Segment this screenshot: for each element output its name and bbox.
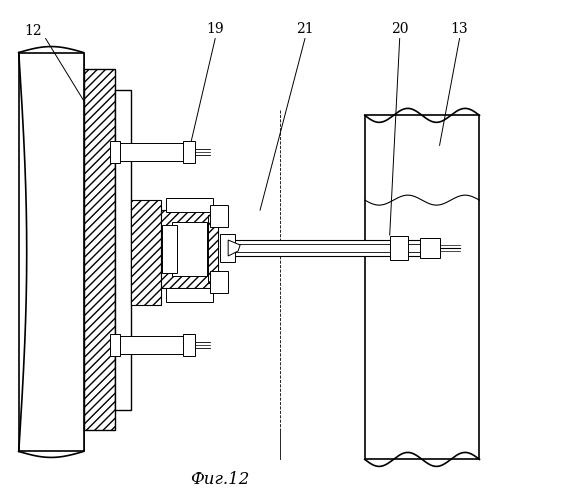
- Bar: [116, 336, 185, 353]
- Text: 12: 12: [24, 24, 42, 38]
- Bar: [220, 234, 235, 262]
- Bar: [162, 225, 178, 273]
- Bar: [162, 210, 218, 288]
- Bar: [116, 90, 131, 409]
- Text: 19: 19: [207, 22, 224, 36]
- Bar: [390, 236, 407, 260]
- Bar: [110, 142, 121, 163]
- Bar: [183, 334, 195, 355]
- Bar: [228, 240, 430, 256]
- Bar: [110, 334, 121, 355]
- Bar: [419, 238, 440, 258]
- Bar: [208, 215, 218, 283]
- Bar: [210, 205, 228, 227]
- Text: 13: 13: [451, 22, 468, 36]
- Bar: [233, 244, 419, 252]
- Text: 20: 20: [391, 22, 409, 36]
- Bar: [365, 116, 480, 460]
- Bar: [131, 200, 162, 305]
- Bar: [19, 52, 84, 452]
- Text: Фиг.12: Фиг.12: [191, 471, 250, 488]
- Bar: [172, 222, 207, 276]
- Polygon shape: [228, 240, 240, 256]
- Bar: [166, 288, 213, 302]
- Bar: [84, 68, 116, 430]
- Bar: [166, 198, 213, 212]
- Bar: [210, 271, 228, 293]
- Bar: [116, 144, 185, 161]
- Bar: [183, 142, 195, 163]
- Text: 21: 21: [296, 22, 314, 36]
